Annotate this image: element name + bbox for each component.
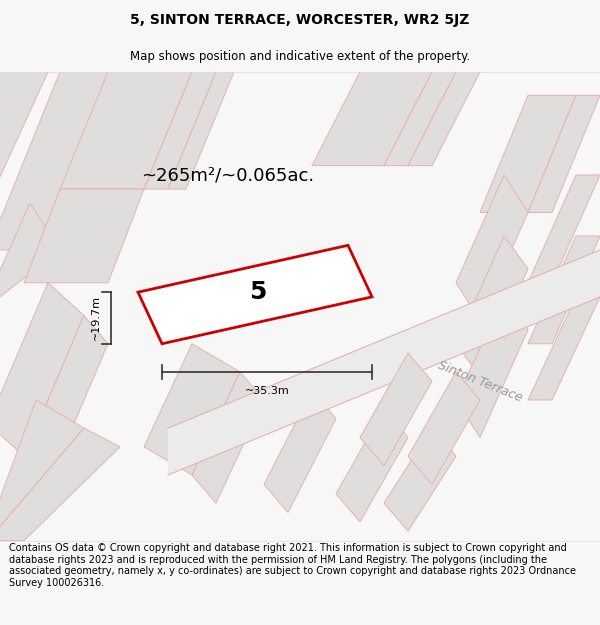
Polygon shape [336,409,408,522]
Polygon shape [528,175,600,282]
Polygon shape [456,175,528,320]
Polygon shape [24,316,108,484]
Polygon shape [456,297,528,438]
Polygon shape [0,282,84,456]
Polygon shape [360,353,432,466]
Polygon shape [528,236,600,344]
Polygon shape [528,297,600,400]
Text: ~35.3m: ~35.3m [245,386,289,396]
Polygon shape [0,203,60,306]
Polygon shape [0,400,84,541]
Polygon shape [168,72,234,189]
Polygon shape [24,189,144,282]
Polygon shape [0,428,120,541]
Text: 5: 5 [250,280,266,304]
Polygon shape [138,245,372,344]
Text: Map shows position and indicative extent of the property.: Map shows position and indicative extent… [130,49,470,62]
Polygon shape [144,72,216,189]
Polygon shape [0,72,150,250]
Text: Sinton Terrace: Sinton Terrace [436,358,524,404]
Polygon shape [408,72,480,166]
Polygon shape [264,391,336,512]
Polygon shape [168,250,600,475]
Polygon shape [528,95,600,212]
Polygon shape [144,344,240,475]
Polygon shape [78,72,168,250]
Polygon shape [60,72,192,189]
Text: Contains OS data © Crown copyright and database right 2021. This information is : Contains OS data © Crown copyright and d… [9,543,576,588]
Polygon shape [408,372,480,484]
Polygon shape [0,72,48,203]
Polygon shape [456,236,528,376]
Text: ~19.7m: ~19.7m [91,296,101,341]
Text: 5, SINTON TERRACE, WORCESTER, WR2 5JZ: 5, SINTON TERRACE, WORCESTER, WR2 5JZ [130,13,470,27]
Polygon shape [384,72,456,166]
Polygon shape [192,372,264,503]
Polygon shape [480,95,576,212]
Text: ~265m²/~0.065ac.: ~265m²/~0.065ac. [142,166,314,184]
Polygon shape [312,72,432,166]
Polygon shape [384,428,456,531]
